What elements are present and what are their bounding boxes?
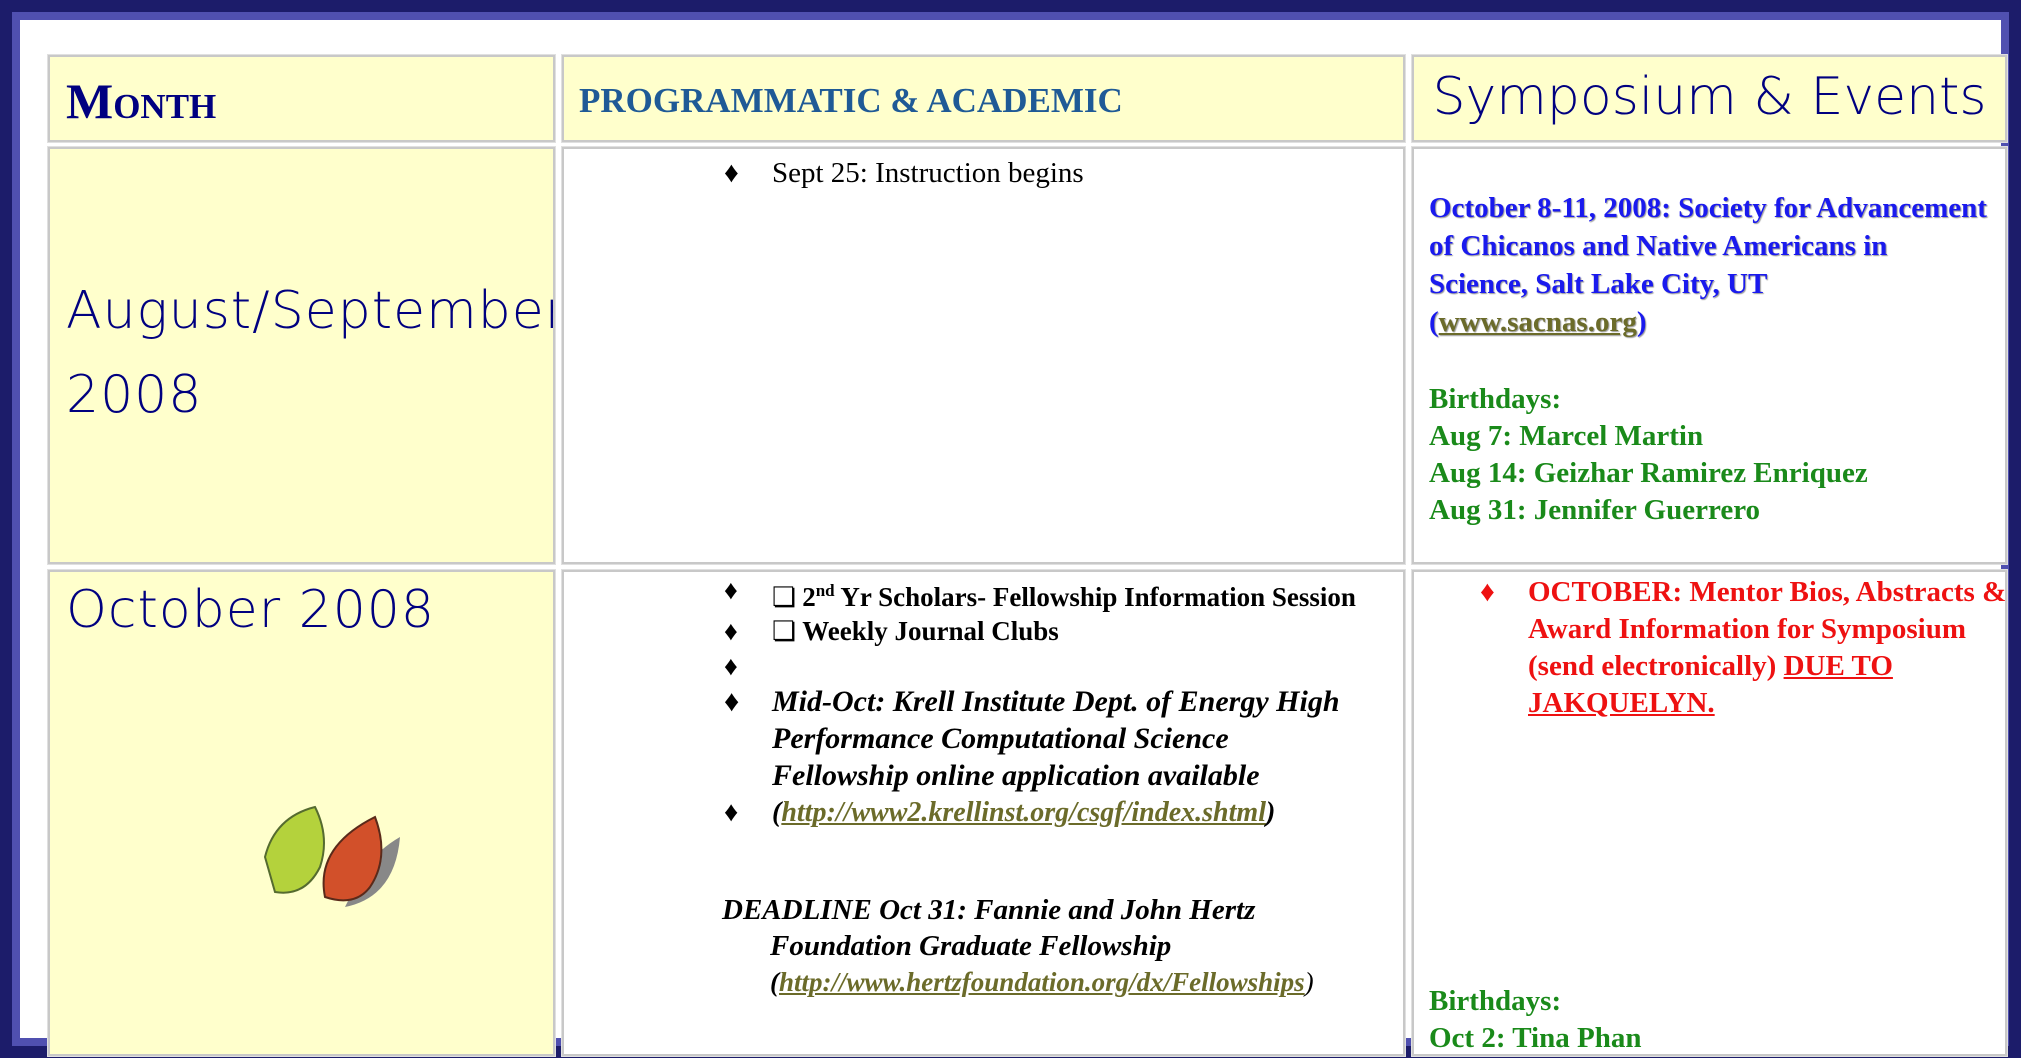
list-item: Sept 25: Instruction begins: [724, 155, 1403, 192]
events-cell: October 8-11, 2008: Society for Advancem…: [1411, 146, 2008, 565]
header-programmatic: PROGRAMMATIC & ACADEMIC: [579, 81, 1123, 120]
deadline-link-line: (http://www.hertzfoundation.org/dx/Fello…: [722, 964, 1382, 1000]
item-num: 2: [802, 582, 816, 612]
paren: ): [1265, 797, 1276, 828]
list-item: Mid-Oct: Krell Institute Dept. of Energy…: [724, 683, 1364, 794]
birthday: Aug 7: Marcel Martin: [1429, 420, 1704, 452]
birthdays-title: Birthdays:: [1429, 383, 1562, 415]
programmatic-cell: Sept 25: Instruction begins: [561, 146, 1406, 565]
deadline-text: DEADLINE Oct 31: Fannie and John Hertz F…: [722, 894, 1256, 962]
birthdays: Birthdays: Oct 2: Tina Phan: [1429, 983, 1642, 1054]
birthday: Aug 14: Geizhar Ramirez Enriquez: [1429, 457, 1868, 489]
paren: (: [772, 797, 782, 828]
header-month: Month: [66, 73, 217, 129]
header-cell: PROGRAMMATIC & ACADEMIC: [561, 54, 1406, 143]
month-label: October 2008: [66, 580, 435, 640]
header-cell: Month: [47, 54, 556, 143]
programmatic-cell: ❏2nd Yr Scholars- Fellowship Information…: [561, 569, 1406, 1057]
item-sup: nd: [815, 581, 835, 600]
item-text: Yr Scholars- Fellowship Information Sess…: [834, 582, 1356, 612]
paren: ): [1304, 967, 1314, 997]
birthday: Oct 2: Tina Phan: [1429, 1022, 1642, 1054]
list-item: ❏2nd Yr Scholars- Fellowship Information…: [724, 574, 1364, 614]
event-text: October 8-11, 2008: Society for Advancem…: [1429, 189, 1989, 341]
deadline: DEADLINE Oct 31: Fannie and John Hertz F…: [722, 892, 1382, 1000]
checkbox-icon: ❏: [772, 582, 797, 613]
month-cell: August/September 2008: [47, 146, 556, 565]
item-text: Weekly Journal Clubs: [802, 616, 1059, 646]
list: ❏2nd Yr Scholars- Fellowship Information…: [724, 574, 1364, 831]
birthday: Aug 31: Jennifer Guerrero: [1429, 494, 1761, 526]
birthdays: Birthdays: Aug 7: Marcel Martin Aug 14: …: [1429, 381, 1868, 529]
event-desc: October 8-11, 2008: Society for Advancem…: [1429, 192, 1987, 338]
events-cell: OCTOBER: Mentor Bios, Abstracts & Award …: [1411, 569, 2008, 1057]
checkbox-icon: ❏: [772, 616, 797, 647]
birthdays-title: Birthdays:: [1429, 985, 1562, 1017]
event-close: ): [1636, 306, 1647, 338]
list-item: [724, 649, 1364, 683]
paren: (: [770, 967, 779, 997]
notice-text: OCTOBER: Mentor Bios, Abstracts & Award …: [1528, 576, 2007, 682]
list-item: ❏Weekly Journal Clubs: [724, 614, 1364, 649]
header-events: Symposium & Events: [1432, 67, 1987, 127]
leaf-clipart: [263, 805, 400, 907]
notice-link[interactable]: DUE TO JAKQUELYN.: [1528, 650, 1893, 719]
header-cell: Symposium & Events: [1411, 54, 2008, 143]
leaf: [322, 815, 383, 902]
month-cell: October 2008: [47, 569, 556, 1057]
hertz-link[interactable]: http://www.hertzfoundation.org/dx/Fellow…: [779, 967, 1305, 997]
krell-link[interactable]: http://www2.krellinst.org/csgf/index.sht…: [781, 797, 1266, 828]
event-link[interactable]: www.sacnas.org: [1438, 306, 1637, 338]
month-label: August/September 2008: [66, 281, 555, 425]
notice: OCTOBER: Mentor Bios, Abstracts & Award …: [1480, 574, 2007, 722]
leaf: [263, 805, 325, 894]
list-item: (http://www2.krellinst.org/csgf/index.sh…: [724, 794, 1364, 831]
